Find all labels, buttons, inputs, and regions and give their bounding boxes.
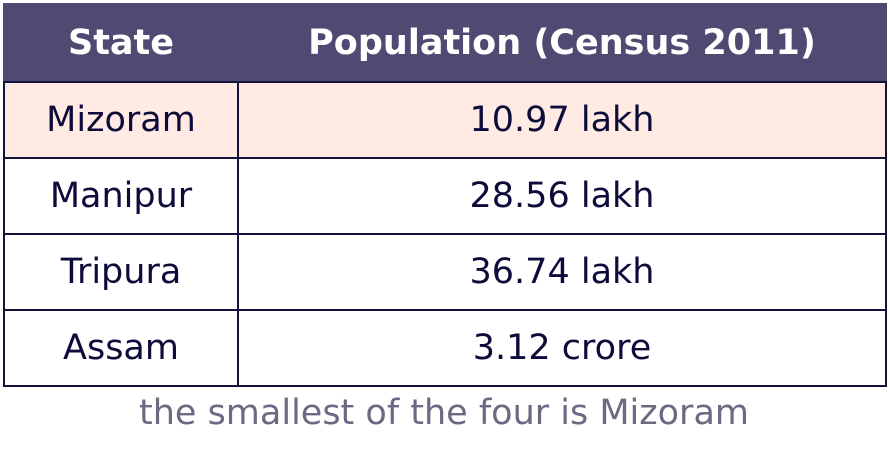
table-row: Manipur 28.56 lakh — [3, 157, 887, 235]
header-population: Population (Census 2011) — [237, 3, 887, 83]
state-cell: Tripura — [3, 233, 239, 311]
state-cell: Mizoram — [3, 81, 239, 159]
state-cell: Manipur — [3, 157, 239, 235]
table-row: Tripura 36.74 lakh — [3, 233, 887, 311]
table-caption: the smallest of the four is Mizoram — [139, 393, 749, 433]
population-cell: 28.56 lakh — [237, 157, 887, 235]
population-cell: 36.74 lakh — [237, 233, 887, 311]
table-row: Assam 3.12 crore — [3, 309, 887, 387]
population-table: State Population (Census 2011) Mizoram 1… — [3, 3, 887, 387]
table-row: Mizoram 10.97 lakh — [3, 81, 887, 159]
header-state: State — [3, 3, 239, 83]
table-header-row: State Population (Census 2011) — [3, 3, 887, 83]
population-cell: 3.12 crore — [237, 309, 887, 387]
population-table-container: State Population (Census 2011) Mizoram 1… — [3, 3, 887, 387]
population-cell: 10.97 lakh — [237, 81, 887, 159]
state-cell: Assam — [3, 309, 239, 387]
